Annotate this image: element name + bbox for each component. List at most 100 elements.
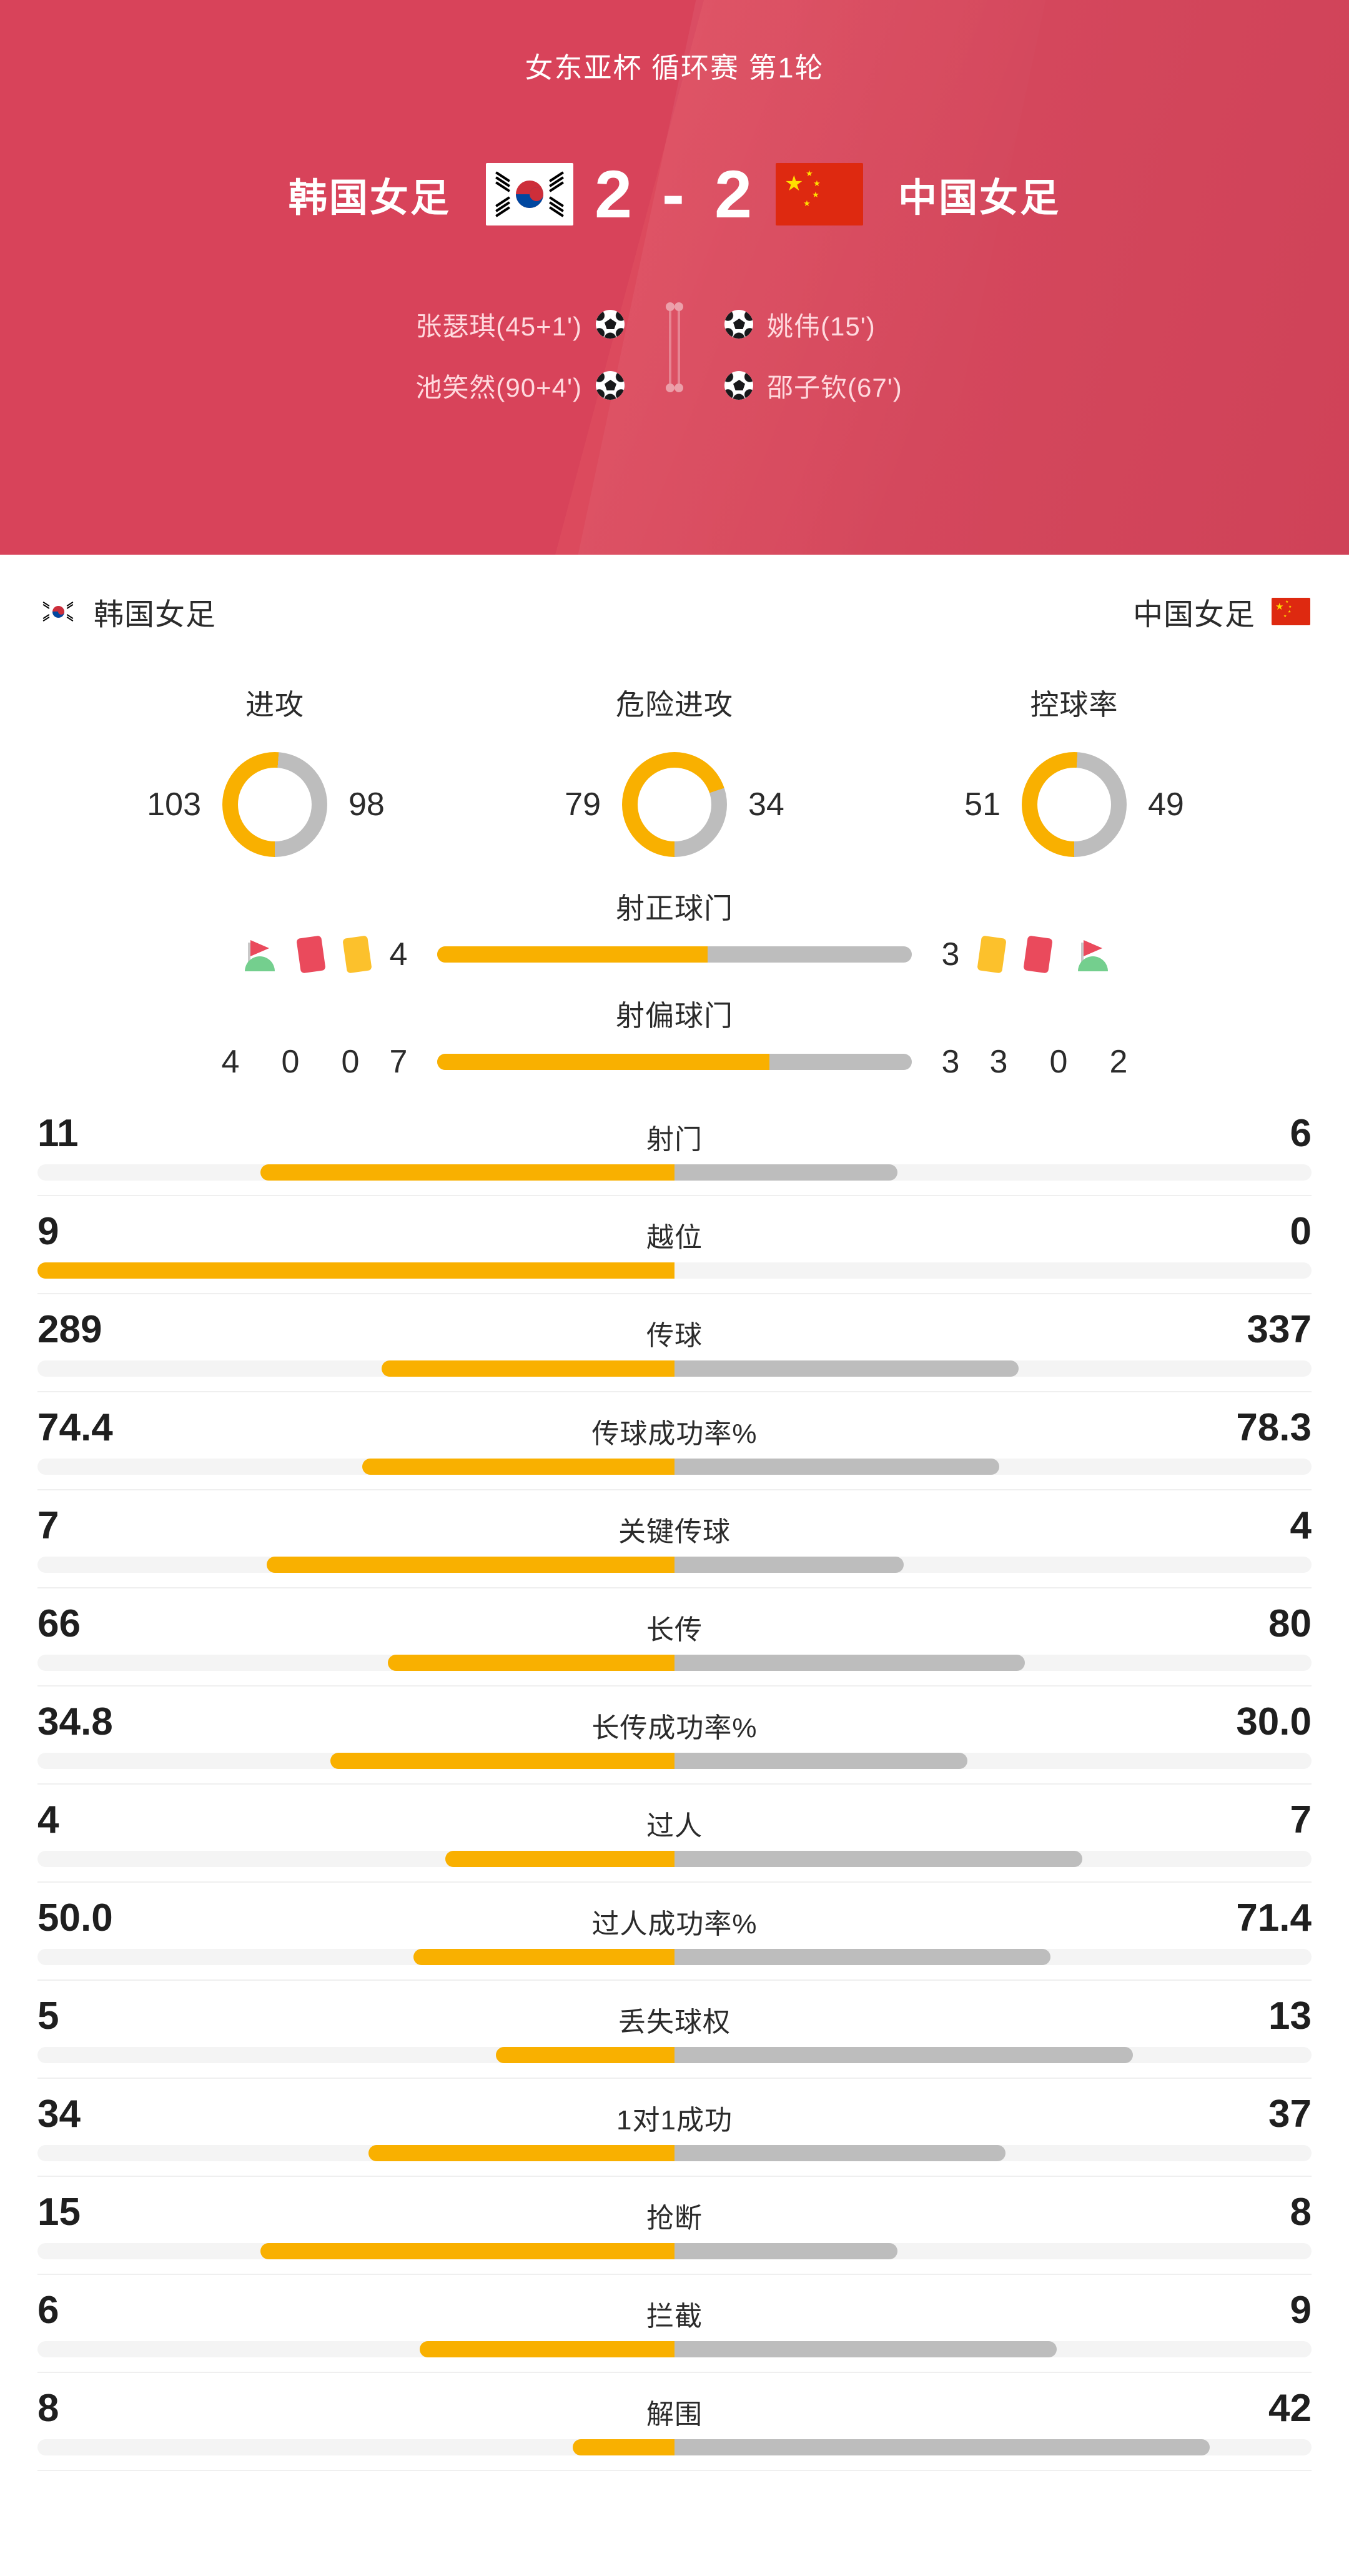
donut-label: 进攻	[245, 688, 304, 721]
table-row: 11 6 射门	[0, 1098, 1349, 1195]
scoreline: 韩国女足 2 - 2 ★ ★ ★ ★ ★	[0, 136, 1349, 252]
legend-away-label: 中国女足	[1132, 598, 1255, 632]
football-icon	[724, 371, 753, 400]
stats-team-legend: 韩国女足 中国女足 ★ ★ ★ ★ ★	[0, 555, 1349, 642]
row-bar	[37, 1459, 1312, 1475]
shots-off-target-away: 3	[941, 1044, 960, 1080]
table-row: 34 37 1对1成功	[0, 2079, 1349, 2176]
match-header: 女东亚杯 循环赛 第1轮 韩国女足 2 - 2 ★ ★ ★	[0, 0, 1349, 555]
home-discipline-icons	[239, 935, 372, 974]
row-label: 丢失球权	[618, 2007, 731, 2038]
table-row: 74.4 78.3 传球成功率%	[0, 1392, 1349, 1489]
row-label: 传球	[646, 1320, 703, 1351]
away-yellow-cards-count: 3	[989, 1044, 1008, 1080]
table-row: 15 8 抢断	[0, 2177, 1349, 2274]
shots-off-target-row: 4 0 0 7 3 3 0 2	[0, 1032, 1349, 1092]
row-label: 过人成功率%	[591, 1909, 758, 1939]
row-home-value: 5	[37, 1994, 59, 2038]
list-item: 姚伟(15')	[724, 294, 1212, 355]
row-home-value: 34.8	[37, 1700, 113, 1743]
row-divider	[37, 1489, 1312, 1490]
row-away-value: 71.4	[1236, 1896, 1312, 1939]
row-away-value: 337	[1247, 1308, 1312, 1351]
table-row: 9 0 越位	[0, 1196, 1349, 1293]
row-away-value: 0	[1290, 1210, 1312, 1253]
football-icon	[596, 371, 625, 400]
row-bar	[37, 1655, 1312, 1671]
row-bar	[37, 2047, 1312, 2063]
row-home-value: 9	[37, 1210, 59, 1253]
row-label: 射门	[646, 1124, 703, 1155]
donut-label: 控球率	[1030, 688, 1119, 721]
competition-title: 女东亚杯 循环赛 第1轮	[525, 52, 824, 84]
scorer-text: 张瑟琪(45+1')	[415, 311, 582, 341]
table-row: 4 7 过人	[0, 1785, 1349, 1881]
row-bar	[37, 1164, 1312, 1181]
football-icon	[596, 310, 625, 339]
corner-flag-icon	[1072, 935, 1110, 974]
shots-on-target-home: 4	[389, 936, 408, 973]
donut-away-value: 49	[1148, 786, 1184, 823]
row-away-value: 78.3	[1236, 1406, 1312, 1449]
donut-home-value: 103	[147, 786, 201, 823]
row-divider	[37, 1881, 1312, 1883]
list-item: 池笑然(90+4')	[137, 355, 625, 416]
row-home-value: 15	[37, 2191, 81, 2234]
table-row: 66 80 长传	[0, 1588, 1349, 1685]
row-label: 过人	[646, 1811, 703, 1841]
row-label: 关键传球	[618, 1517, 731, 1547]
donut-home-value: 79	[565, 786, 601, 823]
row-label: 解围	[646, 2399, 703, 2430]
table-row: 8 42 解围	[0, 2373, 1349, 2470]
row-bar	[37, 1753, 1312, 1769]
row-bar	[37, 1360, 1312, 1377]
away-team-name: 中国女足	[898, 176, 1061, 220]
row-home-value: 50.0	[37, 1896, 113, 1939]
home-yellow-cards-count: 0	[341, 1044, 360, 1080]
row-divider	[37, 1685, 1312, 1687]
row-label: 越位	[646, 1222, 703, 1253]
shots-off-target-bar	[437, 1054, 912, 1070]
donut-away-value: 98	[348, 786, 385, 823]
row-divider	[37, 2470, 1312, 2471]
away-corners-count: 2	[1109, 1044, 1128, 1080]
row-home-value: 74.4	[37, 1406, 113, 1449]
home-team-name: 韩国女足	[288, 176, 451, 220]
row-home-value: 7	[37, 1504, 59, 1547]
shots-on-target-row: 4 3	[0, 924, 1349, 984]
row-away-value: 8	[1290, 2191, 1312, 2234]
donut-home-value: 51	[964, 786, 1001, 823]
row-label: 长传	[646, 1615, 703, 1645]
away-scorers-list: 姚伟(15') 邵子钦(67')	[674, 294, 1212, 419]
yellow-card-icon	[342, 935, 372, 974]
cards-and-shots-block: 射正球门 4 3 射偏球门	[0, 869, 1349, 1092]
away-discipline-icons	[977, 935, 1110, 974]
row-divider	[37, 2372, 1312, 2373]
scorer-text: 姚伟(15')	[767, 311, 876, 341]
away-discipline-counts: 3 0 2	[979, 1043, 1138, 1081]
score-separator: -	[662, 156, 687, 232]
row-away-value: 37	[1268, 2093, 1312, 2136]
donut-chart-group: 进攻 103 98 危险进攻 79 34 控球率 51	[0, 642, 1349, 869]
row-bar	[37, 1262, 1312, 1279]
donut-label: 危险进攻	[616, 688, 733, 721]
row-away-value: 7	[1290, 1798, 1312, 1841]
scorer-text: 邵子钦(67')	[767, 372, 902, 402]
row-label: 传球成功率%	[591, 1419, 758, 1449]
row-bar	[37, 2439, 1312, 2455]
away-score: 2	[714, 156, 755, 232]
row-divider	[37, 1587, 1312, 1588]
stats-body: 韩国女足 中国女足 ★ ★ ★ ★ ★ 进攻 103 98	[0, 555, 1349, 2471]
row-home-value: 11	[37, 1112, 79, 1155]
row-away-value: 42	[1268, 2387, 1312, 2430]
south-korea-flag-icon	[485, 162, 573, 225]
red-card-icon	[296, 935, 326, 974]
row-label: 1对1成功	[616, 2105, 733, 2136]
table-row: 6 9 拦截	[0, 2275, 1349, 2372]
row-home-value: 34	[37, 2093, 81, 2136]
china-flag-icon: ★ ★ ★ ★ ★	[776, 162, 864, 225]
home-corners-count: 4	[221, 1044, 240, 1080]
yellow-card-icon	[977, 935, 1007, 974]
row-away-value: 13	[1268, 1994, 1312, 2038]
row-divider	[37, 1979, 1312, 1981]
